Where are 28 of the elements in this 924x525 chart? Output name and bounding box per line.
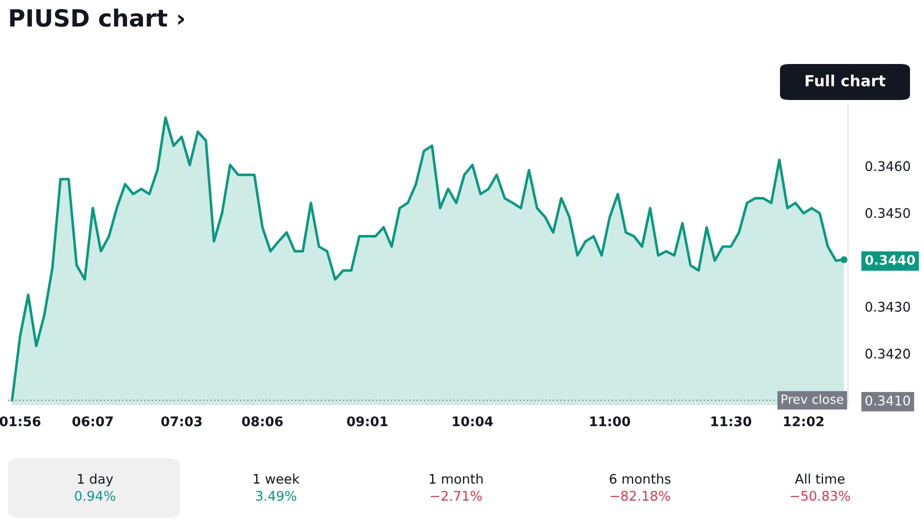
text: −82.18% <box>610 490 670 501</box>
x-tick-label: 07:03 <box>161 416 202 426</box>
y-tick-label: 0.3460 <box>866 161 910 172</box>
x-tick-label: 11:00 <box>590 416 630 426</box>
x-tick-label: 12:02 <box>784 416 824 426</box>
text: −2.71% <box>430 490 482 501</box>
y-tick-label: 0.3430 <box>866 302 910 312</box>
text: 1 week <box>254 474 300 484</box>
text: 1 month <box>430 474 483 484</box>
text: 1 day <box>78 474 114 486</box>
x-tick-label: 06:07 <box>72 416 113 426</box>
x-tick-label: 08:06 <box>242 416 283 426</box>
text: 3.49% <box>256 490 296 501</box>
y-tick-label: 0.3440 <box>865 254 915 265</box>
x-tick-label: 11:30 <box>711 416 752 426</box>
text: Full chart <box>806 74 886 86</box>
x-tick-label: 09:01 <box>347 416 388 426</box>
text: −50.83% <box>790 490 850 501</box>
chart-title: PIUSD chart › <box>10 8 184 27</box>
x-tick-label: 10:04 <box>452 416 493 426</box>
text: All time <box>794 474 844 484</box>
text: 6 months <box>610 474 670 484</box>
y-tick-label: 0.3410 <box>866 396 910 406</box>
text: 0.94% <box>74 490 116 501</box>
y-tick-label: 0.3450 <box>866 208 910 218</box>
ref-line-label: Prev close <box>782 394 844 404</box>
x-tick-label: 01:56 <box>0 416 40 426</box>
y-tick-label: 0.3420 <box>866 348 910 359</box>
